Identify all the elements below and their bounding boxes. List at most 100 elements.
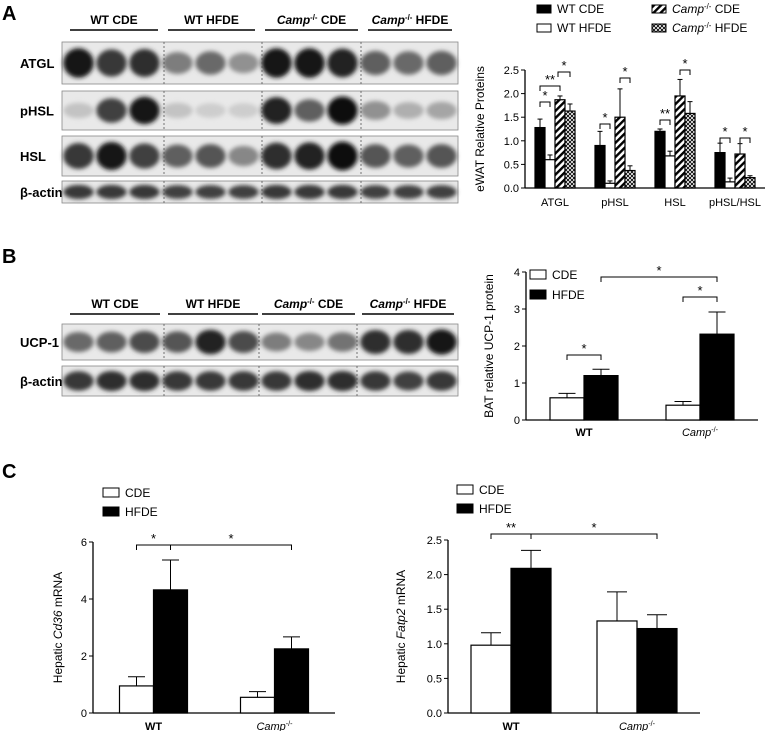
bar: [534, 126, 546, 189]
blot-band: [393, 51, 424, 75]
blot-strip: [61, 365, 459, 397]
blot-strip: [61, 41, 459, 85]
bar: [714, 152, 726, 189]
significance-label: *: [622, 64, 627, 79]
bar: [744, 177, 756, 189]
y-tick-label: 1: [514, 378, 520, 390]
y-tick-label: 6: [81, 537, 87, 549]
blot-band: [96, 98, 127, 123]
blot-band: [261, 97, 292, 124]
blot-band: [96, 184, 127, 200]
blot-band: [360, 185, 391, 199]
blot-band: [63, 331, 94, 353]
blot-band: [96, 141, 127, 171]
legend-c1-item-swatch: [102, 487, 120, 498]
significance-bracket: [679, 69, 691, 75]
bar: [118, 685, 155, 714]
y-tick-label: 1.5: [427, 604, 442, 616]
y-tick-label: 2: [81, 651, 87, 663]
blot-band: [294, 142, 325, 170]
blot-band: [294, 48, 325, 78]
blot-band: [261, 142, 292, 170]
blot-band: [63, 143, 94, 169]
blot-band: [360, 101, 391, 120]
chart-c-cd36: 0 2 4 6 Hepatic Cd36 mRNA WT Camp-/- CDE HFDE * *: [51, 486, 335, 731]
y-tick-label: 3: [514, 304, 520, 316]
blot-band: [162, 371, 193, 391]
blot-band: [393, 185, 424, 199]
bar: [239, 696, 276, 714]
legend-c1-item-label: CDE: [125, 486, 150, 500]
blot-band: [261, 48, 292, 78]
bar: [684, 112, 696, 189]
legend-a-item-swatch: [651, 23, 667, 33]
bar: [544, 159, 556, 189]
legend-c2-item-label: CDE: [479, 483, 504, 497]
y-tick-label: 0.5: [427, 673, 442, 685]
bar: [554, 99, 566, 189]
legend-b-item-label: HFDE: [552, 288, 585, 302]
blot-band: [393, 330, 424, 354]
y-tick-label: 2.5: [427, 535, 442, 547]
significance-label: *: [742, 124, 747, 139]
significance-label: **: [660, 106, 670, 121]
y-tick-label: 0.0: [504, 183, 519, 195]
bar: [549, 397, 585, 421]
legend-a-item-label: WT CDE: [557, 2, 604, 16]
significance-label: *: [682, 56, 687, 71]
panel-letter-b: B: [2, 246, 16, 268]
y-tick-label: 2: [514, 341, 520, 353]
legend-b-item-swatch: [529, 269, 547, 280]
y-tick-label: 0.5: [504, 159, 519, 171]
bar: [636, 627, 678, 714]
blot-band: [96, 331, 127, 353]
blot-band: [327, 332, 358, 352]
blot-row-label: ATGL: [20, 56, 54, 71]
blot-band: [327, 371, 358, 391]
significance-label: *: [697, 283, 702, 298]
significance-label: **: [506, 520, 516, 535]
bar: [583, 375, 619, 421]
y-tick-label: 2.0: [504, 89, 519, 101]
blot-band: [261, 371, 292, 391]
x-tick-label: pHSL/HSL: [709, 197, 761, 209]
blot-band: [327, 96, 358, 125]
blot-strip: [61, 135, 459, 177]
legend-a-item-label: WT HFDE: [557, 21, 611, 35]
blot-band: [294, 332, 325, 352]
significance-bracket: [539, 85, 561, 91]
blot-row-label: β-actin: [20, 185, 63, 200]
y-axis-label: eWAT Relative Proteins: [473, 66, 487, 192]
significance-bracket: [659, 119, 671, 125]
significance-label: *: [228, 531, 233, 546]
blot-band: [195, 371, 226, 391]
significance-bracket: [719, 137, 731, 143]
y-tick-label: 1.0: [427, 639, 442, 651]
blot-band: [294, 184, 325, 200]
blot-band: [426, 185, 457, 199]
blot-row-label: pHSL: [20, 104, 54, 119]
western-blot-a: WT CDE WT HFDE Camp-/- CDE Camp-/- HFDE ATGL…: [20, 13, 459, 204]
legend-c1-item-label: HFDE: [125, 505, 158, 519]
significance-label: *: [581, 341, 586, 356]
blot-band: [195, 51, 226, 75]
blot-strip: [61, 90, 459, 131]
blot-band: [261, 332, 292, 352]
y-tick-label: 0: [514, 415, 520, 427]
bar: [665, 404, 701, 421]
blot-strip: [61, 180, 459, 204]
x-tick-label: pHSL: [601, 197, 629, 209]
blot-band: [228, 103, 259, 118]
y-tick-label: 0: [81, 708, 87, 720]
y-tick-label: 2.5: [504, 65, 519, 77]
blot-band: [393, 371, 424, 391]
blot-band: [426, 50, 457, 76]
significance-bracket: [619, 77, 631, 83]
bar: [624, 169, 636, 189]
blot-band: [228, 145, 259, 167]
x-tick-label: WT: [145, 721, 162, 731]
blot-band: [228, 371, 259, 391]
chart-a-ewat-proteins: 0.0 0.5 1.0 1.5 2.0 2.5 eWAT Relative Proteins…: [473, 2, 765, 209]
blot-band: [393, 102, 424, 119]
blot-band: [426, 371, 457, 391]
